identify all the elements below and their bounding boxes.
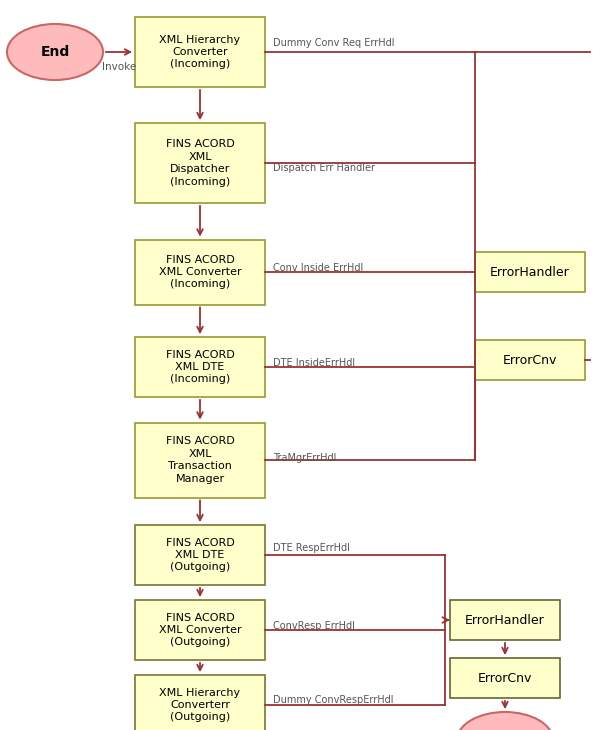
Text: ErrorCnv: ErrorCnv — [478, 672, 532, 685]
Text: Dummy Conv Req ErrHdl: Dummy Conv Req ErrHdl — [273, 38, 394, 48]
FancyBboxPatch shape — [135, 123, 265, 203]
FancyBboxPatch shape — [135, 525, 265, 585]
Text: FINS ACORD
XML
Transaction
Manager: FINS ACORD XML Transaction Manager — [166, 437, 234, 483]
FancyBboxPatch shape — [135, 337, 265, 397]
Text: DTE RespErrHdl: DTE RespErrHdl — [273, 543, 350, 553]
FancyBboxPatch shape — [135, 675, 265, 730]
FancyBboxPatch shape — [135, 600, 265, 660]
Text: ConvResp ErrHdl: ConvResp ErrHdl — [273, 621, 355, 631]
Text: XML Hierarchy
Converter
(Incoming): XML Hierarchy Converter (Incoming) — [160, 34, 241, 69]
FancyBboxPatch shape — [135, 423, 265, 498]
FancyBboxPatch shape — [135, 239, 265, 304]
Ellipse shape — [457, 712, 553, 730]
Text: ErrorHandler: ErrorHandler — [490, 266, 570, 279]
Text: TraMgrErrHdl: TraMgrErrHdl — [273, 453, 337, 463]
Text: FINS ACORD
XML DTE
(Incoming): FINS ACORD XML DTE (Incoming) — [166, 350, 234, 385]
Text: FINS ACORD
XML Converter
(Outgoing): FINS ACORD XML Converter (Outgoing) — [159, 612, 241, 648]
Text: FINS ACORD
XML DTE
(Outgoing): FINS ACORD XML DTE (Outgoing) — [166, 537, 234, 572]
Ellipse shape — [7, 24, 103, 80]
FancyBboxPatch shape — [135, 17, 265, 87]
Text: XML Hierarchy
Converterr
(Outgoing): XML Hierarchy Converterr (Outgoing) — [160, 688, 241, 723]
Text: Dispatch Err Handler: Dispatch Err Handler — [273, 163, 375, 173]
Text: Dummy ConvRespErrHdl: Dummy ConvRespErrHdl — [273, 695, 394, 705]
FancyBboxPatch shape — [450, 600, 560, 640]
Text: ErrorCnv: ErrorCnv — [503, 353, 557, 366]
FancyBboxPatch shape — [475, 340, 585, 380]
Text: End: End — [40, 45, 70, 59]
Text: FINS ACORD
XML
Dispatcher
(Incoming): FINS ACORD XML Dispatcher (Incoming) — [166, 139, 234, 187]
Text: Invoke: Invoke — [102, 62, 136, 72]
FancyBboxPatch shape — [450, 658, 560, 698]
Text: DTE InsideErrHdl: DTE InsideErrHdl — [273, 358, 355, 368]
Text: ErrorHandler: ErrorHandler — [465, 613, 545, 626]
FancyBboxPatch shape — [475, 252, 585, 292]
Text: Conv Inside ErrHdl: Conv Inside ErrHdl — [273, 263, 363, 273]
Text: FINS ACORD
XML Converter
(Incoming): FINS ACORD XML Converter (Incoming) — [159, 255, 241, 289]
